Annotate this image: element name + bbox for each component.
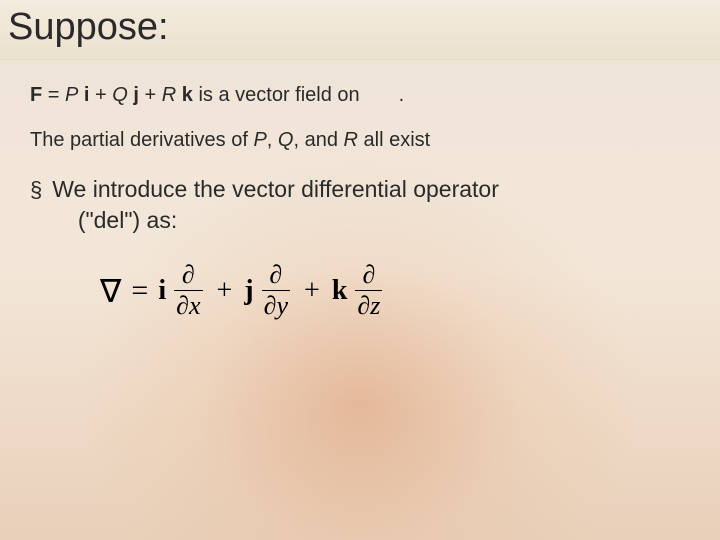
plus-1: +	[89, 84, 112, 106]
bullet-text: We introduce the vector differential ope…	[52, 174, 499, 236]
unit-j-formula: j	[244, 275, 253, 307]
denom-dz: ∂z	[355, 290, 382, 319]
content-area: F = P i + Q j + R k is a vector field on…	[0, 60, 720, 319]
unit-i: i	[78, 84, 89, 106]
coef-R: R	[162, 84, 176, 106]
partial-num-1: ∂	[269, 260, 282, 289]
unit-k-formula: k	[332, 275, 348, 307]
del-operator-formula: ∇ = i ∂ ∂x + j ∂ ∂y + k ∂ ∂z	[100, 262, 690, 319]
partial-num-0: ∂	[182, 260, 195, 289]
fraction-ddy: ∂ ∂y	[262, 262, 290, 319]
fraction-ddz: ∂ ∂z	[355, 262, 382, 319]
equals: =	[42, 84, 65, 106]
var-Q: Q	[278, 129, 294, 151]
tail-text: is a vector field on	[193, 84, 365, 106]
period: .	[399, 84, 405, 106]
var-P: P	[253, 129, 266, 151]
coef-P: P	[65, 84, 78, 106]
denom-dy: ∂y	[262, 290, 290, 319]
bullet-marker-icon: §	[30, 176, 42, 205]
bullet-text-line1: We introduce the vector differential ope…	[52, 176, 499, 202]
post-text: all exist	[358, 129, 430, 151]
unit-k: k	[176, 84, 193, 106]
formula-equals: =	[131, 274, 148, 308]
fraction-ddx: ∂ ∂x	[174, 262, 202, 319]
formula-plus-1: +	[217, 275, 233, 307]
plus-2: +	[139, 84, 162, 106]
pre-text: The partial derivatives of	[30, 129, 253, 151]
unit-j: j	[128, 84, 139, 106]
bullet-text-line2: ("del") as:	[78, 207, 177, 233]
vector-field-definition: F = P i + Q j + R k is a vector field on…	[30, 84, 690, 107]
title-bar: Suppose:	[0, 0, 720, 60]
comma-1: ,	[267, 129, 278, 151]
partial-derivatives-statement: The partial derivatives of P, Q, and R a…	[30, 129, 690, 152]
vector-F: F	[30, 84, 42, 106]
partial-num-2: ∂	[362, 260, 375, 289]
comma-and: , and	[293, 129, 343, 151]
page-title: Suppose:	[8, 6, 712, 49]
var-R: R	[344, 129, 358, 151]
bullet-item: § We introduce the vector differential o…	[30, 174, 690, 236]
coef-Q: Q	[112, 84, 128, 106]
denom-dx: ∂x	[174, 290, 202, 319]
nabla-symbol: ∇	[100, 272, 121, 310]
unit-i-formula: i	[158, 275, 166, 307]
formula-plus-2: +	[304, 275, 320, 307]
